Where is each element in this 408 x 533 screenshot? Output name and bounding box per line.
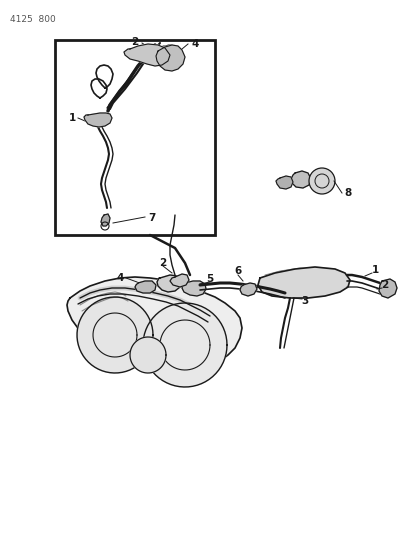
Polygon shape — [276, 176, 293, 189]
Text: 7: 7 — [149, 213, 156, 223]
Text: 1: 1 — [371, 265, 379, 275]
Text: 4: 4 — [116, 273, 124, 283]
Polygon shape — [143, 303, 227, 387]
Text: 5: 5 — [206, 274, 214, 284]
Polygon shape — [157, 275, 182, 292]
Circle shape — [309, 168, 335, 194]
Polygon shape — [379, 279, 397, 298]
Polygon shape — [258, 267, 350, 298]
Polygon shape — [135, 281, 156, 293]
Bar — [55, 40, 215, 235]
Polygon shape — [182, 281, 206, 296]
Polygon shape — [101, 214, 110, 226]
Text: 8: 8 — [344, 188, 352, 198]
Polygon shape — [130, 337, 166, 373]
Polygon shape — [124, 44, 170, 66]
Text: 1: 1 — [69, 113, 75, 123]
Polygon shape — [170, 274, 189, 287]
Polygon shape — [291, 171, 311, 188]
Text: 3: 3 — [302, 296, 308, 306]
Polygon shape — [67, 277, 242, 371]
Text: 4: 4 — [191, 39, 199, 49]
Polygon shape — [84, 113, 112, 127]
Polygon shape — [77, 297, 153, 373]
Text: 6: 6 — [234, 266, 242, 276]
Text: 4125  800: 4125 800 — [10, 15, 56, 24]
Text: 2: 2 — [381, 280, 389, 290]
Text: 2: 2 — [160, 258, 166, 268]
Text: 2: 2 — [131, 37, 139, 47]
Polygon shape — [156, 45, 185, 71]
Polygon shape — [240, 283, 257, 296]
